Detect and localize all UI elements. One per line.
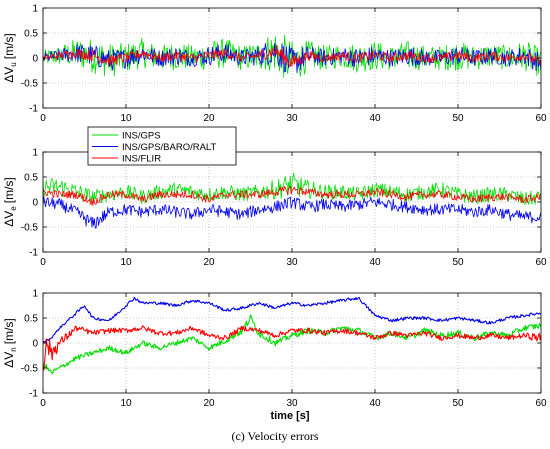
legend-entry-label: INS/GPS	[122, 131, 161, 142]
y-label-sub: e	[9, 206, 18, 211]
y-axis-label: ΔVu [m/s]	[2, 33, 18, 82]
x-tick-label: 50	[452, 257, 464, 268]
y-tick-label: 0.5	[24, 29, 38, 40]
y-label-unit: [m/s]	[2, 33, 16, 59]
y-label-unit: [m/s]	[2, 318, 16, 344]
x-axis-label: time [s]	[270, 410, 309, 422]
x-tick-label: 0	[40, 257, 46, 268]
legend-entry-label: INS/GPS/BARO/RALT	[122, 142, 217, 153]
series-group	[43, 172, 541, 229]
y-tick-label: -0.5	[21, 79, 39, 90]
y-tick-label: 1	[32, 4, 38, 15]
y-label-main: ΔV	[2, 352, 16, 368]
y-tick-label: 0	[32, 198, 38, 209]
x-tick-label: 60	[535, 257, 547, 268]
x-tick-label: 20	[203, 257, 215, 268]
x-tick-label: 0	[40, 398, 46, 409]
x-tick-label: 50	[452, 398, 464, 409]
series-line-0	[43, 314, 541, 375]
y-tick-label: 0	[32, 339, 38, 350]
y-tick-label: -0.5	[21, 364, 39, 375]
x-tick-label: 40	[369, 398, 381, 409]
y-tick-label: 1	[32, 148, 38, 159]
x-tick-label: 0	[40, 113, 46, 124]
x-tick-label: 30	[286, 398, 298, 409]
panel-n: 0 10 20 30 40 50 60 1 0.5 0 -0.5 -1 ΔVn [m/s]	[2, 289, 547, 410]
series-line-0	[43, 172, 541, 205]
x-tick-label: 20	[203, 113, 215, 124]
y-label-unit: [m/s]	[2, 177, 16, 203]
y-label-sub: n	[9, 347, 18, 351]
y-tick-label: 1	[32, 289, 38, 300]
figure-caption: (c) Velocity errors	[231, 429, 319, 443]
y-tick-label: 0.5	[24, 314, 38, 325]
x-tick-label: 40	[369, 113, 381, 124]
y-tick-label: -1	[29, 248, 38, 259]
x-tick-label: 10	[120, 257, 132, 268]
y-tick-label: -1	[29, 389, 38, 400]
y-label-main: ΔV	[2, 67, 16, 83]
x-tick-label: 60	[535, 398, 547, 409]
x-tick-label: 60	[535, 113, 547, 124]
x-tick-label: 50	[452, 113, 464, 124]
y-axis-label: ΔVe [m/s]	[2, 177, 18, 226]
x-tick-label: 40	[369, 257, 381, 268]
panel-u: 0 10 20 30 40 50 60 1 0.5 0 -0.5 -1 ΔVu [m/s]	[2, 4, 547, 125]
series-line-2	[43, 325, 541, 371]
series-group	[43, 296, 541, 375]
y-label-main: ΔV	[2, 211, 16, 227]
series-line-1	[43, 196, 541, 229]
panel-e: 0 10 20 30 40 50 60 1 0.5 0 -0.5 -1 ΔVe [m/s]	[2, 148, 547, 269]
y-tick-label: -1	[29, 104, 38, 115]
x-tick-label: 10	[120, 398, 132, 409]
x-tick-label: 30	[286, 113, 298, 124]
y-label-sub: u	[9, 62, 18, 66]
series-line-2	[43, 44, 541, 68]
y-tick-label: -0.5	[21, 223, 39, 234]
series-line-2	[43, 185, 541, 206]
x-tick-label: 20	[203, 398, 215, 409]
series-line-1	[43, 296, 541, 344]
y-tick-label: 0.5	[24, 173, 38, 184]
x-tick-label: 10	[120, 113, 132, 124]
x-tick-label: 30	[286, 257, 298, 268]
series-group	[43, 34, 541, 78]
y-tick-label: 0	[32, 54, 38, 65]
legend-entry-label: INS/FLIR	[122, 154, 161, 165]
y-axis-label: ΔVn [m/s]	[2, 318, 18, 367]
